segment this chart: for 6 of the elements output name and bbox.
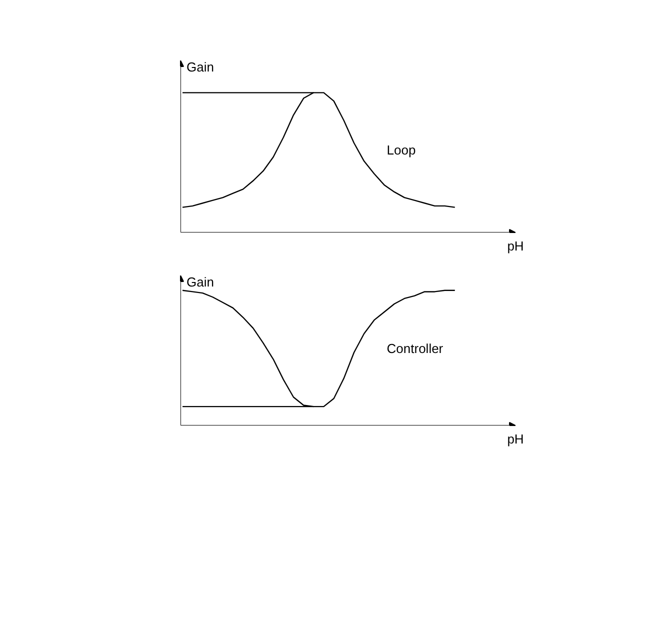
x-axis-title: pH (507, 238, 524, 254)
x-axis-title: pH (507, 432, 524, 446)
y-axis-title: Gain (186, 274, 214, 290)
y-axis-title: Gain (186, 60, 214, 74)
series-label: Controller (386, 340, 444, 356)
series-label: Loop (386, 142, 416, 158)
